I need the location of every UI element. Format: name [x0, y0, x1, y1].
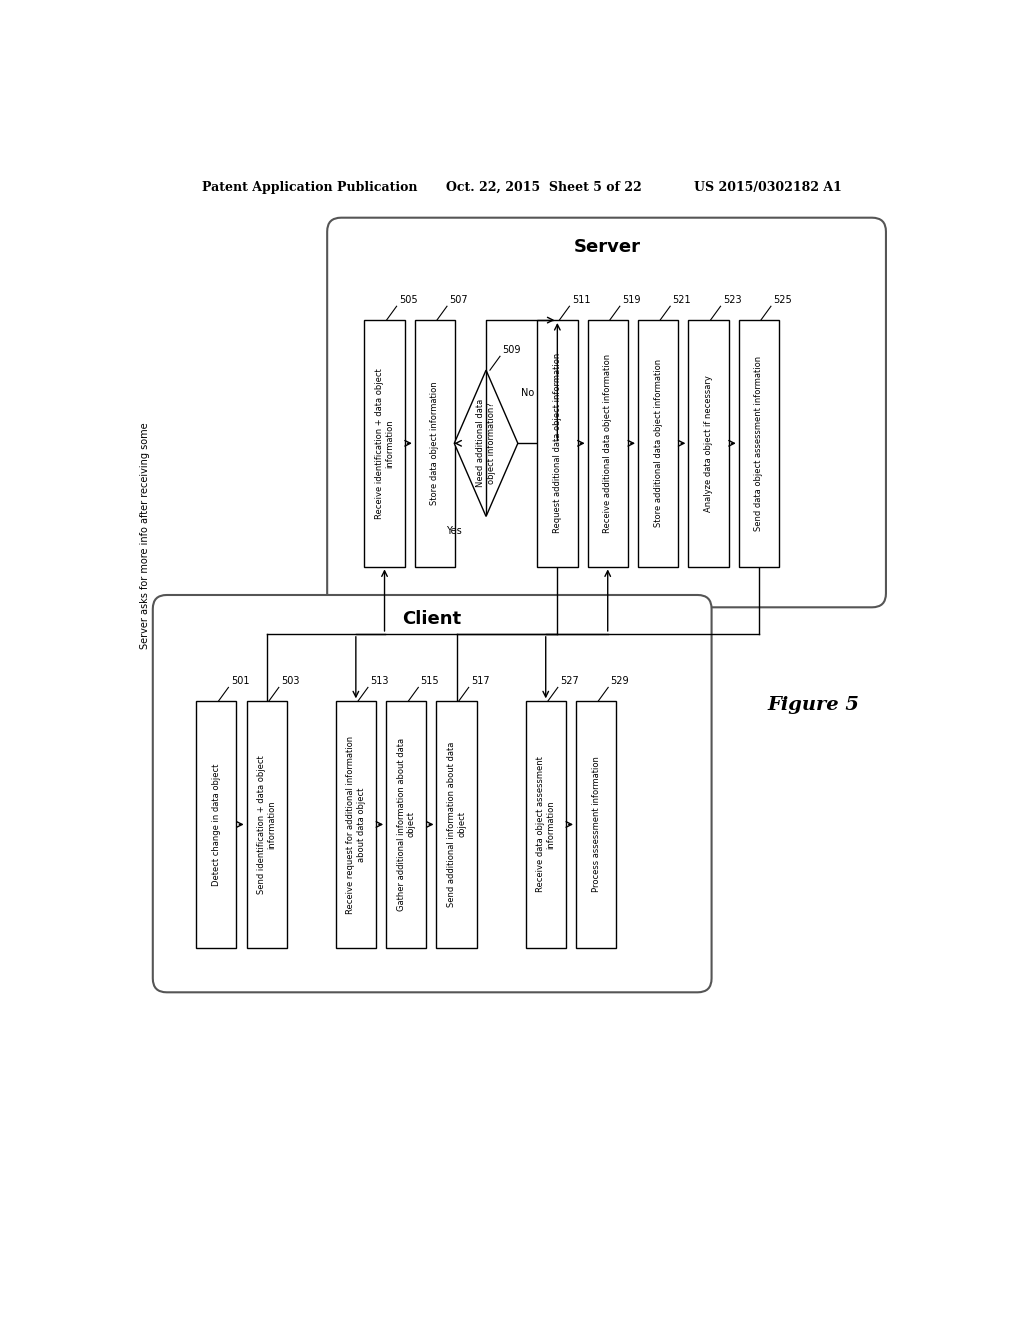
- Text: 529: 529: [610, 676, 629, 686]
- Text: Process assessment information: Process assessment information: [592, 756, 601, 892]
- Text: Receive additional data object information: Receive additional data object informati…: [603, 354, 612, 533]
- Text: Patent Application Publication: Patent Application Publication: [202, 181, 417, 194]
- Text: Send identification + data object
information: Send identification + data object inform…: [257, 755, 276, 894]
- Text: Figure 5: Figure 5: [768, 696, 860, 714]
- Text: Oct. 22, 2015  Sheet 5 of 22: Oct. 22, 2015 Sheet 5 of 22: [445, 181, 641, 194]
- Text: Store additional data object information: Store additional data object information: [653, 359, 663, 528]
- Text: 513: 513: [371, 676, 389, 686]
- Text: Detect change in data object: Detect change in data object: [212, 763, 221, 886]
- Text: 525: 525: [773, 294, 792, 305]
- Text: Analyze data object if necessary: Analyze data object if necessary: [703, 375, 713, 512]
- Bar: [588, 319, 628, 566]
- Text: 515: 515: [421, 676, 439, 686]
- Text: 517: 517: [471, 676, 489, 686]
- Text: Yes: Yes: [445, 525, 462, 536]
- Text: Store data object information: Store data object information: [430, 381, 439, 506]
- Bar: [525, 701, 566, 948]
- FancyBboxPatch shape: [328, 218, 886, 607]
- Text: 505: 505: [399, 294, 418, 305]
- Bar: [575, 701, 616, 948]
- Text: Need additional data
object information?: Need additional data object information?: [476, 399, 496, 487]
- Bar: [336, 701, 376, 948]
- Bar: [688, 319, 729, 566]
- Text: Server asks for more info after receiving some: Server asks for more info after receivin…: [140, 422, 151, 649]
- Bar: [386, 701, 426, 948]
- Text: 501: 501: [230, 676, 249, 686]
- Text: Gather additional information about data
object: Gather additional information about data…: [396, 738, 416, 911]
- Bar: [365, 319, 404, 566]
- Text: Receive request for additional information
about data object: Receive request for additional informati…: [346, 735, 366, 913]
- Bar: [197, 701, 237, 948]
- Text: 503: 503: [282, 676, 300, 686]
- Text: 511: 511: [571, 294, 590, 305]
- Text: 507: 507: [450, 294, 468, 305]
- Bar: [538, 319, 578, 566]
- Text: Client: Client: [402, 610, 462, 628]
- Bar: [738, 319, 779, 566]
- FancyBboxPatch shape: [153, 595, 712, 993]
- Text: Receive identification + data object
information: Receive identification + data object inf…: [375, 368, 394, 519]
- Text: 509: 509: [503, 345, 521, 355]
- Text: 523: 523: [723, 294, 741, 305]
- Text: Server: Server: [573, 238, 640, 256]
- Text: No: No: [521, 388, 535, 399]
- Text: Request additional data object information: Request additional data object informati…: [553, 354, 562, 533]
- Bar: [247, 701, 287, 948]
- Text: 521: 521: [673, 294, 691, 305]
- Bar: [415, 319, 455, 566]
- Bar: [436, 701, 477, 948]
- Polygon shape: [455, 370, 518, 516]
- Text: Receive data object assessment
information: Receive data object assessment informati…: [536, 756, 555, 892]
- Text: 527: 527: [560, 676, 579, 686]
- Bar: [638, 319, 678, 566]
- Text: Send data object assessment information: Send data object assessment information: [755, 355, 763, 531]
- Text: US 2015/0302182 A1: US 2015/0302182 A1: [693, 181, 842, 194]
- Text: 519: 519: [623, 294, 641, 305]
- Text: Send additional information about data
object: Send additional information about data o…: [446, 742, 466, 907]
